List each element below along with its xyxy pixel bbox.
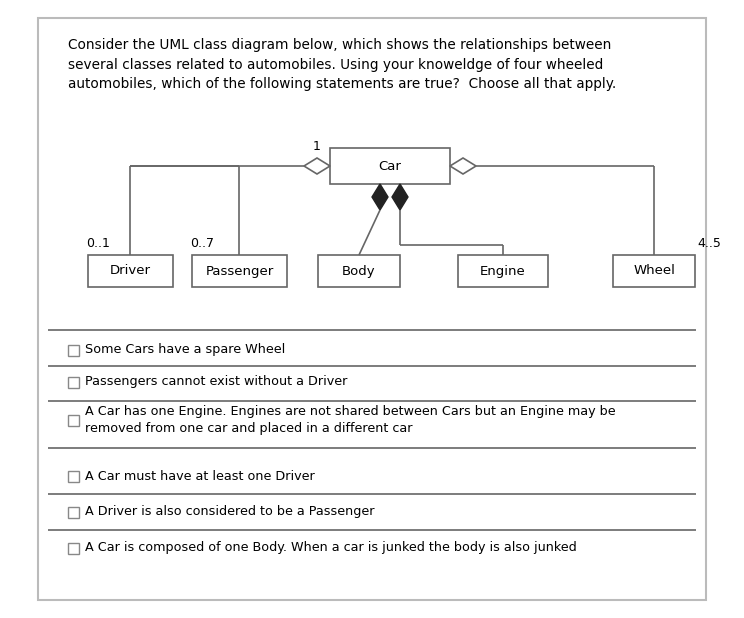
Text: Wheel: Wheel: [633, 265, 675, 277]
Text: Driver: Driver: [110, 265, 151, 277]
Polygon shape: [392, 184, 408, 210]
Bar: [68, 376, 79, 387]
Bar: [192, 255, 287, 287]
Bar: [38, 18, 706, 600]
Polygon shape: [372, 184, 388, 210]
Text: Car: Car: [379, 159, 402, 172]
Text: A Driver is also considered to be a Passenger: A Driver is also considered to be a Pass…: [85, 506, 374, 519]
Text: Passengers cannot exist without a Driver: Passengers cannot exist without a Driver: [85, 376, 347, 389]
Text: Consider the UML class diagram below, which shows the relationships between
seve: Consider the UML class diagram below, wh…: [68, 38, 616, 91]
Text: 0..1: 0..1: [86, 237, 110, 250]
Bar: [318, 255, 400, 287]
Bar: [88, 255, 173, 287]
Text: 0..7: 0..7: [190, 237, 214, 250]
Bar: [458, 255, 548, 287]
Text: A Car is composed of one Body. When a car is junked the body is also junked: A Car is composed of one Body. When a ca…: [85, 541, 577, 554]
Polygon shape: [450, 158, 476, 174]
Bar: [68, 344, 79, 355]
Text: Engine: Engine: [480, 265, 526, 277]
Polygon shape: [304, 158, 330, 174]
Text: 4..5: 4..5: [697, 237, 721, 250]
Bar: [613, 255, 695, 287]
Text: A Car must have at least one Driver: A Car must have at least one Driver: [85, 470, 315, 483]
Bar: [68, 507, 79, 517]
Text: Some Cars have a spare Wheel: Some Cars have a spare Wheel: [85, 344, 285, 357]
Text: Passenger: Passenger: [205, 265, 274, 277]
Bar: [68, 470, 79, 481]
Bar: [68, 543, 79, 554]
Text: Body: Body: [342, 265, 376, 277]
Text: A Car has one Engine. Engines are not shared between Cars but an Engine may be
r: A Car has one Engine. Engines are not sh…: [85, 405, 615, 435]
Bar: [68, 415, 79, 426]
Bar: [330, 148, 450, 184]
Text: 1: 1: [313, 140, 321, 153]
